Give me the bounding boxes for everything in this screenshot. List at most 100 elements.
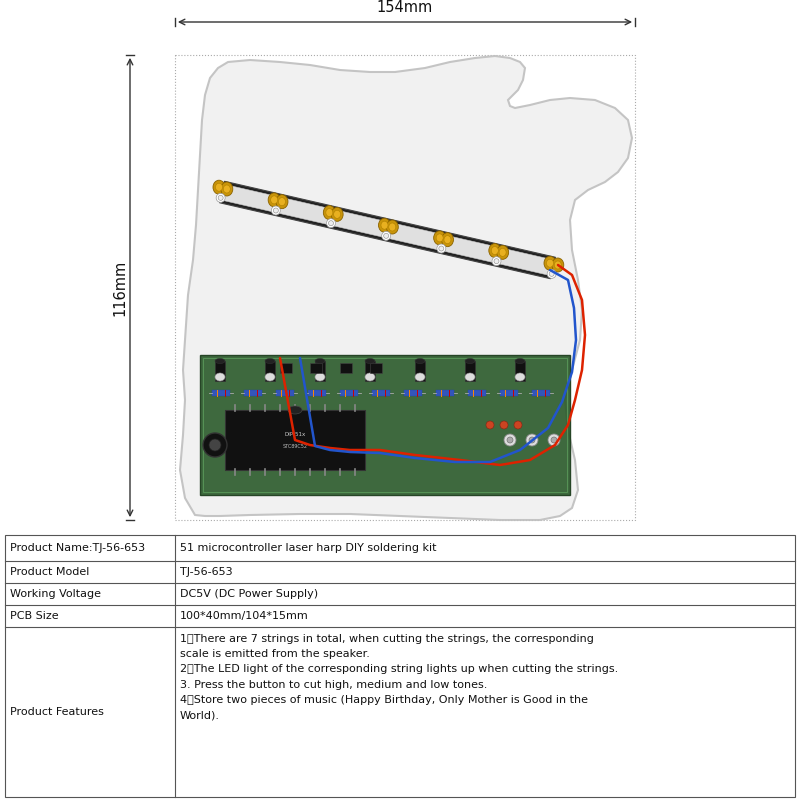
Bar (515, 361, 525, 381)
Ellipse shape (276, 194, 288, 209)
Ellipse shape (378, 218, 390, 232)
Ellipse shape (552, 258, 564, 272)
Ellipse shape (331, 207, 343, 222)
Text: DIP-51x: DIP-51x (284, 431, 306, 437)
Ellipse shape (213, 180, 225, 194)
Ellipse shape (315, 358, 325, 363)
Ellipse shape (384, 234, 389, 238)
Ellipse shape (389, 223, 396, 231)
Bar (315, 361, 325, 381)
Ellipse shape (215, 183, 222, 191)
Ellipse shape (315, 373, 325, 381)
Bar (5, 535, 795, 797)
Polygon shape (220, 184, 554, 276)
Bar (203, 358, 567, 492)
Ellipse shape (326, 209, 333, 217)
Ellipse shape (288, 406, 302, 414)
Ellipse shape (544, 256, 556, 270)
Text: 154mm: 154mm (377, 0, 433, 15)
Ellipse shape (274, 208, 278, 213)
Text: PCB Size: PCB Size (10, 611, 58, 621)
Bar (468, 390, 486, 396)
Bar (215, 361, 225, 381)
Ellipse shape (526, 434, 538, 446)
Ellipse shape (497, 246, 509, 259)
Ellipse shape (507, 437, 513, 443)
Ellipse shape (437, 244, 446, 253)
Ellipse shape (209, 439, 221, 451)
Ellipse shape (382, 231, 390, 240)
Bar (465, 361, 475, 381)
Ellipse shape (529, 437, 535, 443)
Text: Product Model: Product Model (10, 567, 90, 577)
Ellipse shape (278, 198, 286, 206)
Ellipse shape (489, 243, 501, 258)
Bar (175, 55, 635, 520)
Ellipse shape (329, 221, 334, 226)
Ellipse shape (415, 373, 425, 381)
Ellipse shape (465, 358, 475, 363)
Bar (436, 390, 454, 396)
Ellipse shape (442, 233, 454, 246)
Ellipse shape (381, 222, 388, 230)
Ellipse shape (265, 373, 275, 381)
Bar (310, 363, 322, 373)
Text: 51 microcontroller laser harp DIY soldering kit: 51 microcontroller laser harp DIY solder… (180, 543, 436, 553)
Ellipse shape (203, 433, 227, 457)
Bar (340, 363, 352, 373)
Ellipse shape (554, 261, 562, 269)
Bar (370, 363, 382, 373)
Text: 100*40mm/104*15mm: 100*40mm/104*15mm (180, 611, 309, 621)
Bar (532, 390, 550, 396)
Ellipse shape (386, 220, 398, 234)
Ellipse shape (415, 358, 425, 363)
Text: Product Name:TJ-56-653: Product Name:TJ-56-653 (10, 543, 145, 553)
Ellipse shape (547, 270, 556, 278)
Ellipse shape (504, 434, 516, 446)
Ellipse shape (271, 206, 280, 215)
Ellipse shape (492, 257, 501, 266)
Bar (276, 390, 294, 396)
Ellipse shape (326, 218, 335, 228)
Bar (340, 390, 358, 396)
Ellipse shape (491, 246, 498, 254)
Text: TJ-56-653: TJ-56-653 (180, 567, 233, 577)
Text: STC89C52: STC89C52 (282, 443, 307, 449)
Ellipse shape (494, 258, 499, 264)
Ellipse shape (221, 182, 233, 196)
Ellipse shape (434, 231, 446, 245)
Bar (404, 390, 422, 396)
Polygon shape (219, 182, 555, 278)
Text: 1、There are 7 strings in total, when cutting the strings, the corresponding
scal: 1、There are 7 strings in total, when cut… (180, 634, 618, 720)
Ellipse shape (548, 434, 560, 446)
Bar (265, 361, 275, 381)
Ellipse shape (270, 196, 278, 204)
Text: Product Features: Product Features (10, 707, 104, 717)
Ellipse shape (223, 185, 230, 193)
Ellipse shape (323, 206, 335, 219)
Ellipse shape (515, 358, 525, 363)
Ellipse shape (549, 271, 554, 276)
Ellipse shape (515, 373, 525, 381)
Ellipse shape (216, 194, 225, 202)
Bar (280, 363, 292, 373)
Polygon shape (180, 56, 632, 520)
Ellipse shape (465, 373, 475, 381)
Bar (415, 361, 425, 381)
Bar (200, 355, 570, 495)
Ellipse shape (218, 195, 223, 200)
Ellipse shape (551, 437, 557, 443)
Bar (308, 390, 326, 396)
Text: Working Voltage: Working Voltage (10, 589, 101, 599)
Ellipse shape (499, 248, 506, 256)
Bar (244, 390, 262, 396)
Ellipse shape (439, 246, 444, 251)
Ellipse shape (334, 210, 341, 218)
Ellipse shape (500, 421, 508, 429)
Ellipse shape (444, 236, 451, 244)
Bar (225, 410, 365, 470)
Bar (372, 390, 390, 396)
Bar (212, 390, 230, 396)
Text: DC5V (DC Power Supply): DC5V (DC Power Supply) (180, 589, 318, 599)
Ellipse shape (268, 193, 280, 207)
